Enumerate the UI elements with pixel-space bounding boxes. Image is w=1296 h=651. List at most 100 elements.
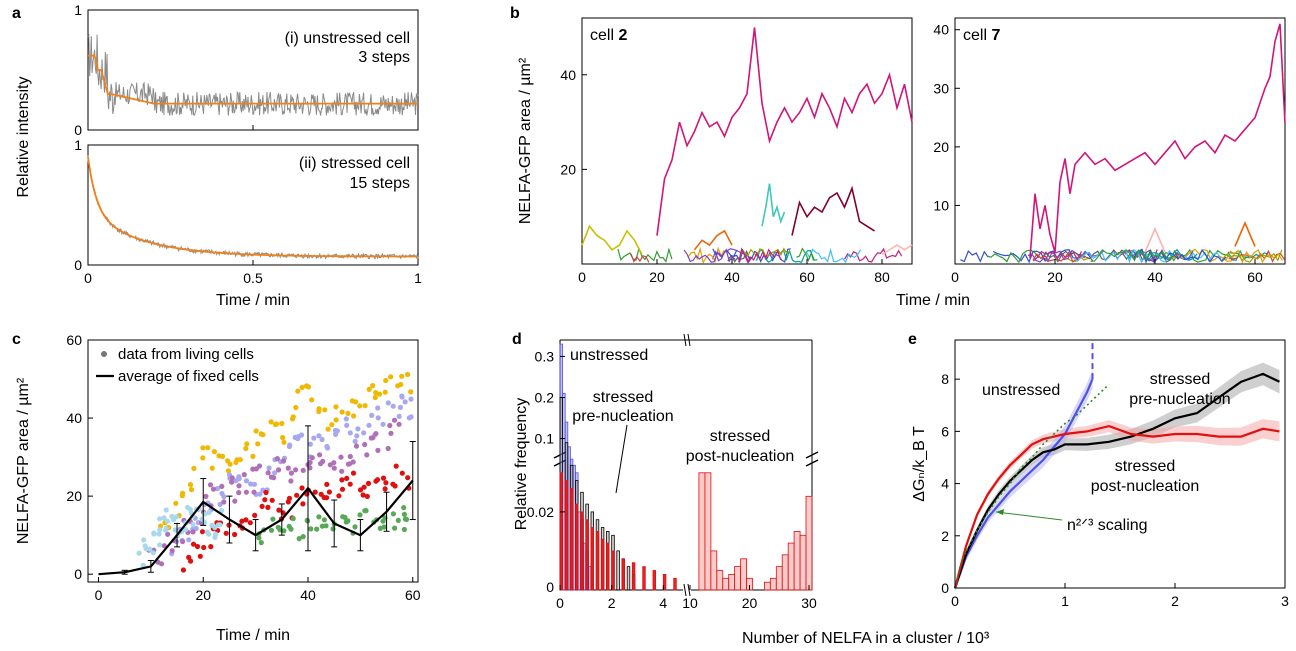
- steps-label-a2: 15 steps: [350, 175, 410, 192]
- data-point: [345, 518, 351, 524]
- data-point: [366, 422, 372, 428]
- data-point: [344, 475, 350, 481]
- data-point: [200, 455, 206, 461]
- data-point: [401, 505, 407, 511]
- c-y-tick-label: 20: [66, 488, 82, 504]
- data-point: [208, 544, 214, 550]
- data-point: [307, 465, 313, 471]
- data-point: [381, 524, 387, 530]
- data-point: [147, 546, 153, 552]
- data-point: [401, 511, 407, 517]
- panel-title-b2-number: 7: [991, 27, 1000, 44]
- data-point: [330, 526, 336, 532]
- b2-x-tick-label: 20: [1047, 269, 1063, 285]
- data-point: [253, 428, 259, 434]
- y-axis-label-a: Relative intensity: [15, 77, 32, 198]
- data-point: [347, 430, 353, 436]
- data-point: [251, 481, 258, 487]
- data-point: [243, 478, 250, 484]
- data-point: [316, 408, 322, 415]
- b1-x-tick-label: 40: [724, 269, 740, 285]
- data-point: [390, 511, 396, 517]
- data-point: [270, 516, 276, 522]
- data-point: [288, 478, 294, 484]
- c-x-tick-label: 0: [95, 587, 103, 603]
- data-point: [360, 492, 366, 498]
- plot-frame-e: [954, 339, 1286, 589]
- data-point: [272, 470, 278, 476]
- panel-c: 0 20 40 60 0 20 40 60 data from living cells aver…: [15, 332, 421, 644]
- data-point: [203, 493, 209, 499]
- shared-x-axis-label: Number of NELFA in a cluster / 10³: [742, 630, 990, 647]
- y-axis-label-e: ΔGₙ/k_B T: [911, 426, 928, 502]
- panel-title-b1: cell 2: [590, 27, 627, 44]
- e-y-tick-label: 4: [941, 476, 949, 492]
- data-point: [357, 487, 364, 493]
- data-point: [217, 522, 223, 528]
- x-break-mark: [687, 333, 691, 347]
- data-point: [250, 453, 256, 459]
- data-point: [258, 540, 264, 546]
- data-point: [217, 501, 223, 507]
- data-point: [173, 500, 179, 506]
- histogram-bar: [611, 550, 615, 591]
- plot-frame-b1: [581, 17, 913, 265]
- data-point: [324, 481, 330, 487]
- y-axis-label-b: NELFA-GFP area / µm²: [517, 57, 534, 224]
- data-point: [221, 499, 227, 505]
- axis-break-mark: [805, 451, 819, 459]
- data-point: [136, 550, 142, 556]
- plot-frame-b2: [954, 17, 1286, 265]
- data-point: [180, 567, 186, 573]
- a2-x-tick-label: 0: [84, 270, 92, 286]
- series-c2-b2: [1234, 220, 1256, 247]
- data-point: [280, 458, 287, 464]
- data-point: [229, 479, 235, 485]
- b2-x-tick-label: 40: [1147, 269, 1163, 285]
- data-point: [325, 426, 331, 432]
- data-point: [353, 443, 360, 449]
- series-unstressed: [953, 378, 1094, 589]
- a1-y-tick-label: 0: [74, 122, 82, 138]
- data-point: [372, 394, 378, 401]
- data-point: [205, 445, 211, 451]
- data-point: [350, 459, 356, 465]
- b2-x-tick-label: 60: [1247, 269, 1263, 285]
- data-point: [362, 441, 368, 448]
- e-y-tick-label: 2: [941, 528, 949, 544]
- background-cluster-trace: [1133, 248, 1227, 264]
- c-y-tick-label: 40: [66, 410, 82, 426]
- data-point: [295, 388, 301, 394]
- data-point: [300, 534, 306, 540]
- d-x-tick-label: 4: [659, 595, 667, 611]
- data-point: [361, 484, 367, 490]
- data-point: [294, 492, 300, 498]
- data-point: [236, 483, 242, 489]
- histogram-bar: [606, 542, 610, 591]
- histogram-bar: [590, 527, 594, 591]
- data-point: [263, 489, 269, 496]
- b2-x-tick-label: 0: [951, 269, 959, 285]
- series-c2-b1: [693, 229, 733, 251]
- steps-label-a1: 3 steps: [358, 49, 410, 66]
- data-point: [353, 399, 359, 405]
- background-cluster-trace: [806, 247, 862, 264]
- data-point: [347, 453, 353, 460]
- data-point: [351, 413, 357, 419]
- b1-x-tick-label: 80: [874, 269, 890, 285]
- e-y-tick-label: 0: [941, 580, 949, 596]
- data-point: [255, 441, 261, 447]
- e-x-tick-label: 3: [1281, 593, 1289, 609]
- background-cluster-trace: [1032, 250, 1086, 263]
- data-point: [309, 397, 315, 403]
- data-point: [281, 439, 287, 445]
- data-point: [339, 409, 345, 415]
- series-n-2-3-scaling: [954, 383, 1110, 589]
- data-point: [396, 413, 402, 419]
- data-point: [343, 416, 349, 422]
- data-point: [232, 531, 238, 538]
- data-point: [309, 455, 315, 461]
- label-stressed-pre-e-1: stressed: [1150, 371, 1210, 388]
